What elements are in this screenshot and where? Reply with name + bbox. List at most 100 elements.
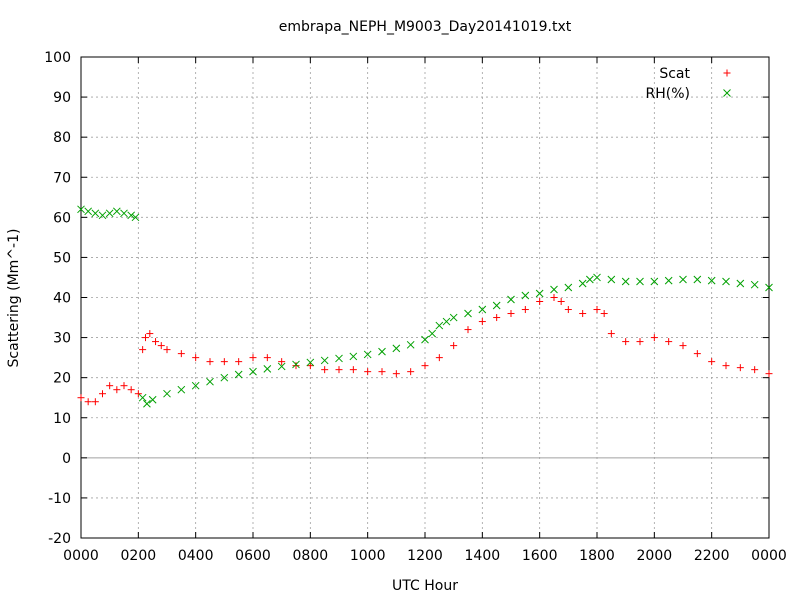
data-point: [106, 382, 114, 390]
data-point: [127, 211, 136, 220]
data-point: [607, 275, 616, 284]
x-tick-label: 2200: [694, 548, 730, 564]
y-tick-label: 0: [62, 451, 71, 467]
data-point: [665, 338, 673, 346]
data-point: [378, 368, 386, 376]
data-point: [664, 276, 673, 285]
data-point: [435, 354, 443, 362]
data-point: [235, 358, 243, 366]
data-point: [363, 350, 372, 359]
x-tick-label: 0000: [751, 548, 787, 564]
data-point: [277, 362, 286, 371]
data-point: [91, 398, 99, 406]
data-point: [585, 275, 594, 284]
data-point: [157, 342, 165, 350]
x-tick-label: 0400: [178, 548, 214, 564]
data-point: [535, 289, 544, 298]
data-point: [636, 338, 644, 346]
data-point: [84, 207, 93, 216]
data-point: [421, 335, 429, 344]
data-point: [564, 283, 573, 292]
data-point: [134, 390, 142, 398]
data-point: [306, 358, 315, 367]
data-point: [621, 277, 630, 286]
data-point: [191, 381, 200, 390]
x-tick-label: 0600: [235, 548, 271, 564]
data-point: [349, 366, 357, 374]
data-point: [364, 368, 372, 376]
data-point: [148, 395, 157, 404]
data-point: [349, 352, 358, 361]
legend-marker: [723, 89, 731, 97]
data-point: [120, 209, 128, 218]
data-point: [450, 342, 458, 350]
data-point: [335, 354, 343, 363]
y-tick-label: 50: [53, 250, 71, 266]
data-point: [507, 295, 515, 304]
data-point: [127, 386, 135, 394]
x-tick-label: 1000: [350, 548, 386, 564]
data-point: [550, 294, 558, 301]
data-point: [77, 205, 85, 214]
data-point: [138, 393, 147, 402]
data-point: [234, 370, 243, 379]
data-point: [693, 275, 702, 284]
data-point: [435, 321, 444, 330]
data-point: [622, 338, 630, 346]
data-point: [464, 309, 472, 318]
x-axis-label: UTC Hour: [392, 578, 458, 594]
y-tick-label: -10: [48, 491, 71, 507]
data-point: [765, 370, 773, 378]
series-rh: [77, 205, 773, 408]
data-point: [177, 385, 186, 394]
data-point: [407, 368, 415, 376]
data-point: [263, 354, 271, 362]
y-tick-label: 10: [53, 411, 71, 427]
data-point: [131, 213, 140, 222]
data-point: [292, 362, 300, 370]
y-tick-label: 100: [44, 50, 71, 66]
data-point: [263, 364, 272, 373]
data-point: [249, 367, 257, 376]
data-point: [708, 358, 716, 366]
data-point: [335, 366, 343, 374]
data-point: [392, 370, 400, 378]
data-point: [736, 279, 745, 288]
data-point: [378, 347, 386, 356]
data-point: [593, 273, 601, 282]
data-point: [163, 389, 171, 398]
data-point: [84, 398, 92, 406]
data-point: [146, 330, 154, 338]
x-tick-label: 0800: [293, 548, 329, 564]
x-tick-label: 1800: [579, 548, 615, 564]
data-point: [650, 277, 659, 286]
data-point: [139, 346, 147, 354]
data-point: [464, 326, 472, 334]
data-point: [593, 306, 601, 314]
data-point: [750, 280, 759, 289]
data-point: [521, 291, 530, 300]
data-point: [220, 373, 229, 382]
data-point: [679, 275, 687, 284]
y-tick-label: 80: [53, 130, 71, 146]
data-point: [152, 338, 160, 346]
x-tick-label: 1400: [465, 548, 501, 564]
y-tick-label: 20: [53, 371, 71, 387]
data-point: [564, 306, 572, 314]
data-point: [99, 390, 106, 398]
data-point: [449, 313, 458, 322]
data-point: [113, 386, 121, 394]
legend-marker: [723, 69, 731, 77]
data-point: [249, 354, 257, 362]
data-point: [492, 301, 501, 310]
data-point: [578, 279, 587, 288]
data-point: [292, 360, 300, 369]
data-point: [493, 314, 501, 322]
series-layer: [77, 205, 773, 408]
data-point: [722, 362, 730, 370]
data-point: [478, 318, 486, 326]
x-tick-label: 0200: [121, 548, 157, 564]
data-point: [442, 317, 451, 326]
y-tick-label: 70: [53, 170, 71, 186]
